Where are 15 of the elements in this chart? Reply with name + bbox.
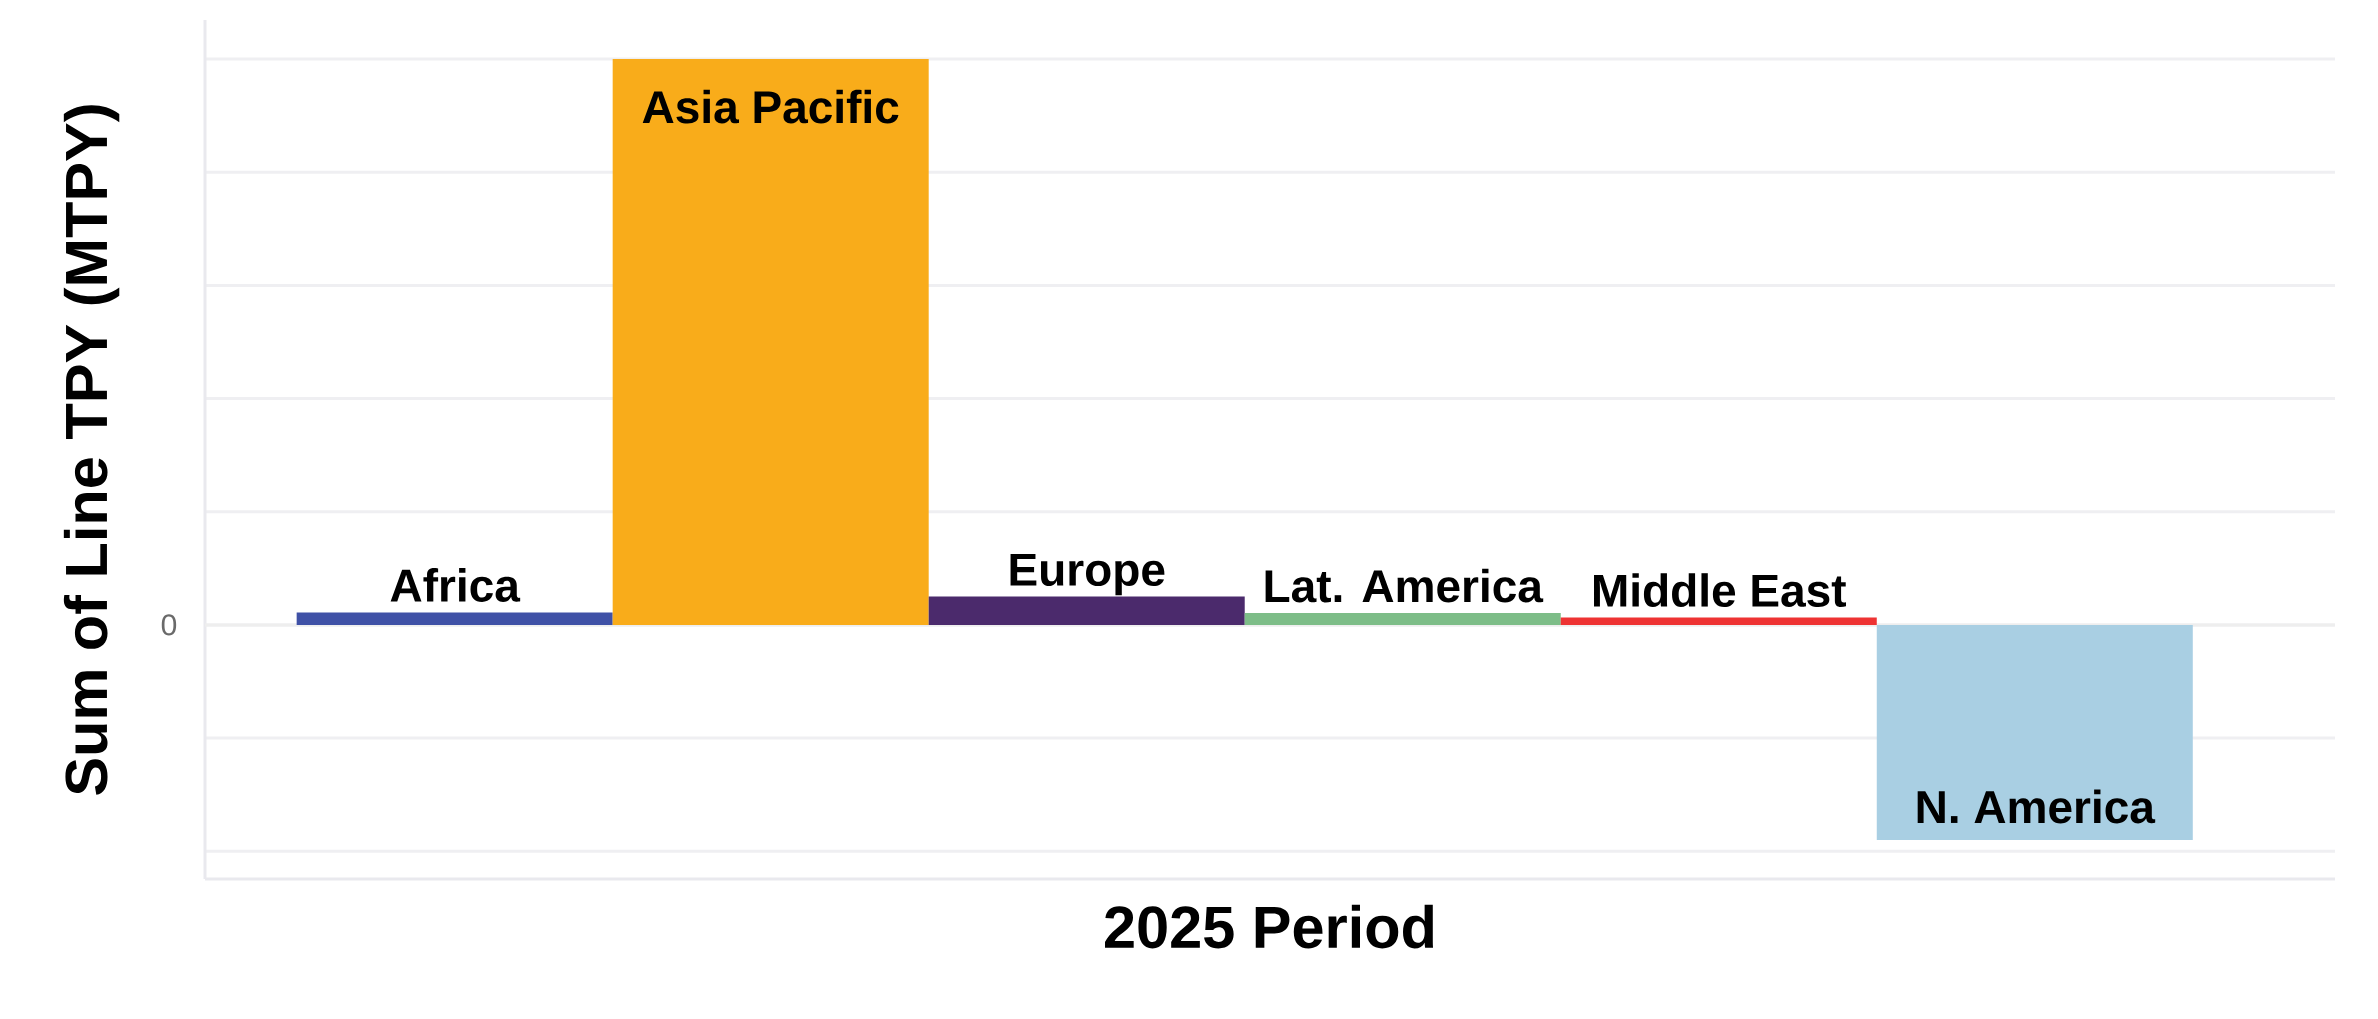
- x-tick-label: Lat. America: [1265, 568, 1544, 603]
- x-tick-label: Africa: [390, 568, 521, 602]
- x-tick-label: Asia Pacific: [642, 89, 899, 124]
- bar: [296, 612, 613, 625]
- bar: [1876, 624, 2193, 840]
- bar: [1244, 613, 1561, 625]
- x-axis-title: 2025 Period: [1105, 904, 1434, 949]
- x-tick-label: Europe: [1010, 553, 1165, 596]
- x-tick-label: N. America: [1917, 789, 2156, 824]
- bar: [1560, 617, 1877, 625]
- ref-line-label: 0: [161, 614, 177, 636]
- x-tick-label: Middle East: [1594, 573, 1846, 607]
- y-axis-title: Sum of Line TPY (MTPY): [63, 105, 120, 795]
- bar: [928, 596, 1245, 625]
- bar: [612, 59, 929, 625]
